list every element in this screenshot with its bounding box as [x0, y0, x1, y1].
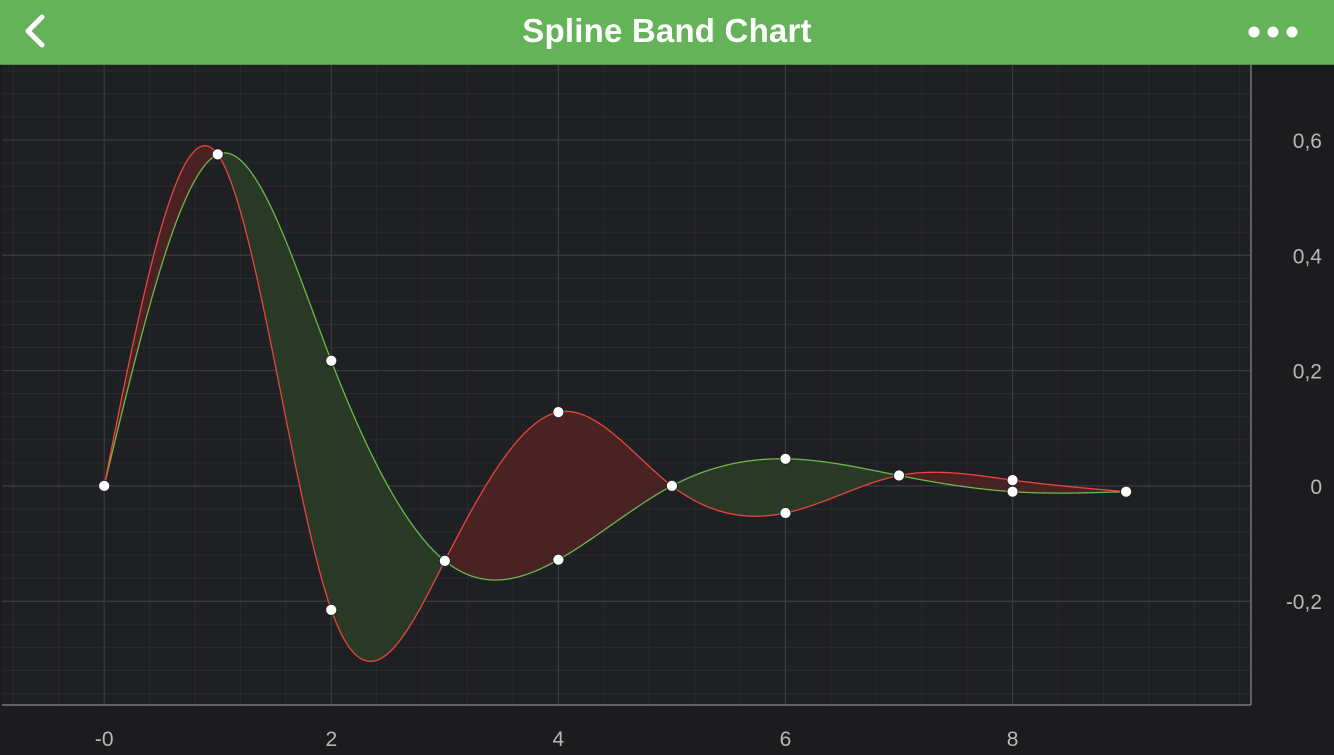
x-tick-label: 8: [1007, 728, 1019, 750]
more-horizontal-icon: [1246, 18, 1304, 46]
chevron-left-icon: [14, 8, 60, 54]
series-2-point[interactable]: [99, 480, 110, 491]
back-button[interactable]: [14, 8, 60, 54]
series-1-point[interactable]: [326, 604, 337, 615]
series-2-point[interactable]: [439, 555, 450, 566]
series-2-point[interactable]: [1007, 486, 1018, 497]
series-1-point[interactable]: [553, 407, 564, 418]
series-2-point[interactable]: [894, 470, 905, 481]
series-2-point[interactable]: [1121, 486, 1132, 497]
y-tick-label: 0,4: [1293, 245, 1323, 268]
x-tick-label: 2: [325, 728, 337, 750]
y-tick-label: 0,2: [1293, 361, 1322, 384]
navigation-bar: Spline Band Chart: [0, 0, 1334, 65]
y-tick-label: -0,2: [1286, 591, 1322, 614]
series-2-point[interactable]: [780, 453, 791, 464]
page-title: Spline Band Chart: [0, 0, 1334, 64]
spline-band-chart[interactable]: -0 2 4 6 8 0,6 0,4 0,2 0 -0,2: [0, 65, 1334, 750]
series-2-point[interactable]: [212, 149, 223, 160]
x-tick-label: 4: [553, 728, 565, 750]
series-2-point[interactable]: [553, 554, 564, 565]
x-tick-label: 6: [780, 728, 792, 750]
x-tick-label: -0: [95, 728, 114, 750]
more-button[interactable]: [1246, 18, 1304, 46]
series-2-point[interactable]: [326, 355, 337, 366]
chart-area[interactable]: -0 2 4 6 8 0,6 0,4 0,2 0 -0,2: [0, 65, 1334, 750]
y-tick-label: 0: [1310, 476, 1322, 499]
series-1-point[interactable]: [1007, 475, 1018, 486]
series-1-point[interactable]: [780, 508, 791, 519]
series-2-point[interactable]: [666, 480, 677, 491]
y-tick-label: 0,6: [1293, 130, 1322, 153]
